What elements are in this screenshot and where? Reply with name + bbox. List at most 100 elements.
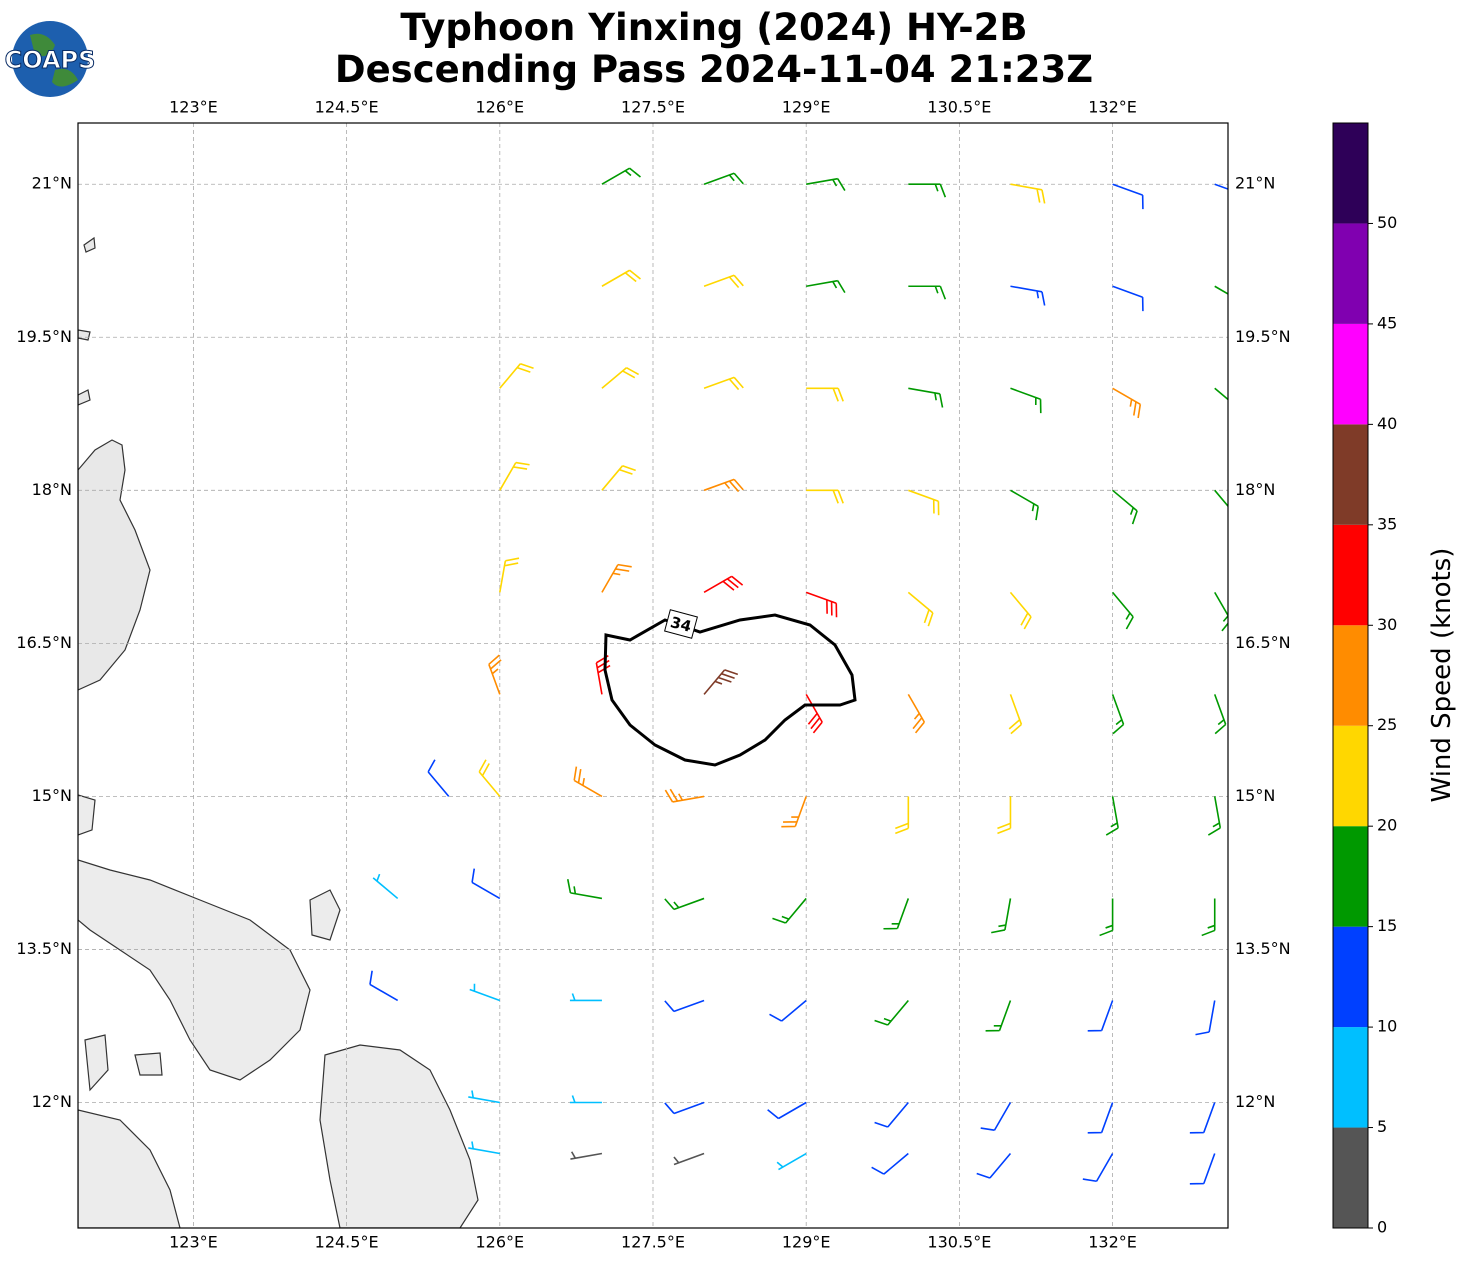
wind-barb [776,1152,807,1171]
x-tick-label: 124.5°E [315,98,379,117]
colorbar-segment [1333,323,1368,425]
colorbar-tick-label: 40 [1377,414,1397,433]
wind-barb [595,654,611,695]
wind-barb [908,387,944,408]
y-tick-label: 21°N [32,174,72,193]
wind-barb [1112,183,1144,210]
wind-barb [1214,183,1228,190]
colorbar-segment [1333,424,1368,525]
wind-barb [1010,489,1039,521]
wind-barb [469,983,501,1002]
wind-barb [1201,898,1216,937]
wind-barb [601,563,632,593]
wind-barb [1111,591,1134,630]
colorbar-tick-label: 20 [1377,816,1397,835]
wind-barb [468,1141,500,1155]
wind-barb [805,693,823,734]
colorbar-segment [1333,223,1368,324]
wind-barb [570,1151,603,1160]
wind-barb [806,279,846,294]
wind-barb [1087,1000,1114,1032]
colorbar-segment [1333,123,1368,224]
wind-barb [1087,1102,1114,1134]
wind-barb [997,796,1012,835]
x-tick-label: 130.5°E [927,1233,991,1252]
grid [78,123,1228,1228]
wind-barb [1112,285,1144,312]
x-tick-label: 127.5°E [621,1233,685,1252]
land [78,859,311,1081]
y-tick-label: 15°N [32,786,72,805]
y-tick-label: 13.5°N [16,939,72,958]
contour-label-box [664,609,698,639]
colorbar-segment [1333,524,1368,626]
colorbar-tick-label: 0 [1377,1218,1387,1237]
wind-barb [703,575,744,594]
wind-barb [499,461,530,491]
y-tick-label: 13.5°N [1235,939,1291,958]
wind-barb [664,897,705,911]
wind-barb [895,796,910,835]
x-tick-label: 126°E [475,98,524,117]
wind-barb [1105,796,1119,836]
x-tick-label: 132°E [1088,1233,1137,1252]
wind-barb [703,669,739,695]
wind-barb [908,489,940,516]
wind-barb [703,478,744,493]
colorbar: 0 5 10 15 20 25 30 35 40 45 50 [1332,122,1397,1237]
wind-barb [664,788,705,803]
barbs [369,167,1228,1185]
wind-barb [664,999,705,1013]
wind-barb [488,654,502,695]
wind-barb [781,796,807,828]
wind-barb [1207,796,1222,836]
wind-barb [1189,1153,1216,1185]
colorbar-tick-label: 15 [1377,916,1397,935]
colorbar-tick-label: 10 [1377,1017,1397,1036]
wind-barb [478,759,501,797]
colorbar-segment [1333,625,1368,726]
colorbar-tick-label: 5 [1377,1117,1387,1136]
wind-barb [1009,591,1032,630]
wind-barb [1010,285,1046,306]
wind-barb [573,766,603,798]
wind-barb [703,376,744,391]
wind-barb [569,1095,602,1104]
colorbar-tick-label: 25 [1377,715,1397,734]
contour-34kt [603,613,857,767]
colorbar-tick-label: 35 [1377,514,1397,533]
wind-barb [1112,387,1142,419]
wind-barb [883,898,910,930]
wind-barb [601,465,636,491]
contour-label: 34 [664,609,698,639]
colorbar-segment [1333,1027,1368,1128]
wind-barb [601,269,641,287]
wind-barb [601,367,640,389]
colorbar-segment [1333,926,1368,1028]
colorbar-frame [1332,122,1369,1229]
wind-barb [427,759,450,797]
title-line: Typhoon Yinxing (2024) HY-2B [400,6,1027,49]
x-tick-label: 129°E [782,1233,831,1252]
y-tick-label: 15°N [1235,786,1275,805]
map-land [78,236,479,1228]
wind-barb [1112,489,1138,525]
wind-barb [1213,694,1227,735]
wind-barb [907,693,926,734]
wind-barb [806,177,846,192]
wind-barb [1214,489,1228,527]
logo-text: COAPS [5,46,96,74]
land [78,236,96,406]
wind-barb [1111,694,1125,735]
wind-barb [499,363,534,389]
x-tick-label: 123°E [169,1233,218,1252]
y-tick-label: 16.5°N [16,633,72,652]
wind-barb [976,1153,1012,1179]
wind-barb [985,1000,1012,1032]
wind-barb [601,167,641,185]
wind-barb [1195,1000,1216,1036]
wind-barb [468,1090,500,1104]
wind-barb [566,879,603,900]
wind-barb [471,868,501,900]
